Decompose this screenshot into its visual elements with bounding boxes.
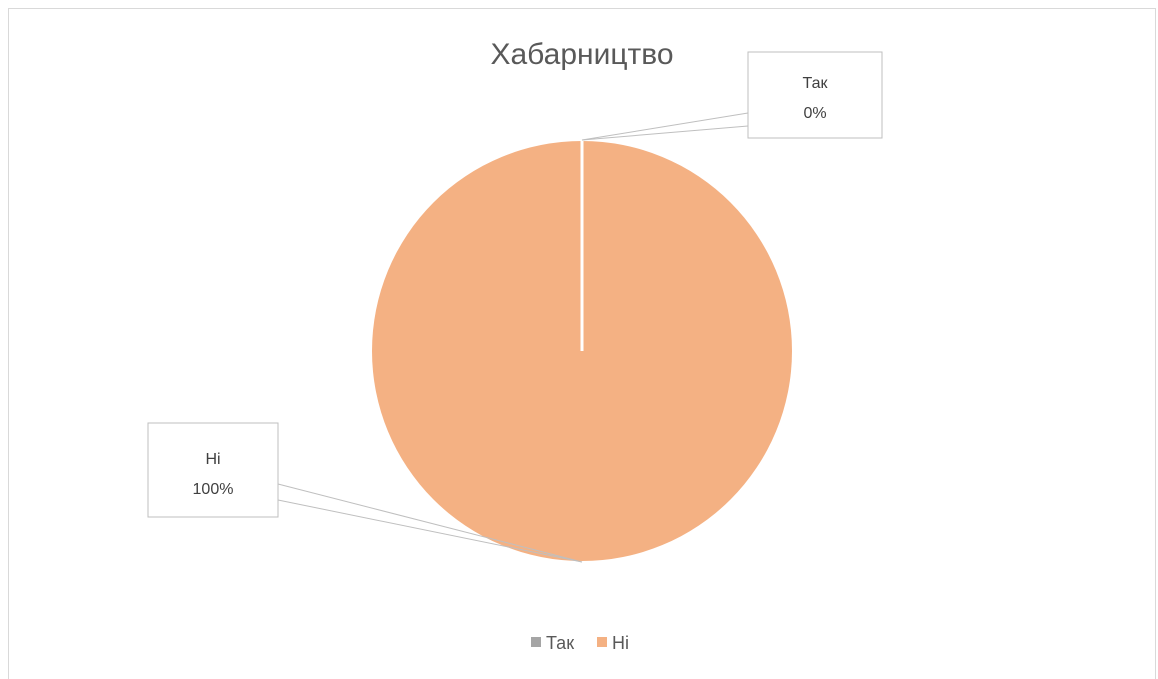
leader-line-ni	[277, 483, 583, 563]
data-label-ni-percent: 100%	[193, 481, 234, 498]
leader-line-tak-2	[581, 125, 749, 141]
pie-group	[372, 141, 792, 561]
data-label-box-tak	[747, 51, 883, 139]
legend-swatch-ni	[597, 637, 607, 647]
data-label-ni-category: Ні	[205, 451, 220, 468]
data-label-tak-category: Так	[803, 75, 829, 92]
legend-swatch-tak	[531, 637, 541, 647]
data-label-tak-percent: 0%	[803, 105, 826, 122]
chart-title: Хабарництво	[490, 38, 673, 71]
leader-line-ni-2	[277, 499, 583, 563]
legend-label-ni: Ні	[612, 633, 629, 653]
legend-label-tak: Так	[546, 633, 574, 653]
data-label-box-ni	[147, 422, 279, 518]
leader-line-tak	[581, 112, 749, 141]
